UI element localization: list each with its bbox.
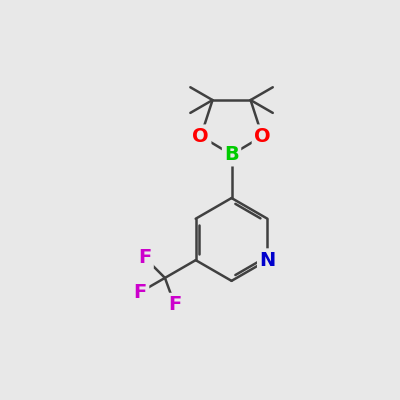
Text: N: N: [259, 251, 276, 270]
Text: F: F: [168, 295, 181, 314]
Text: O: O: [254, 127, 271, 146]
Text: O: O: [192, 127, 209, 146]
Text: F: F: [138, 248, 152, 267]
Text: B: B: [224, 145, 239, 164]
Text: F: F: [134, 283, 147, 302]
